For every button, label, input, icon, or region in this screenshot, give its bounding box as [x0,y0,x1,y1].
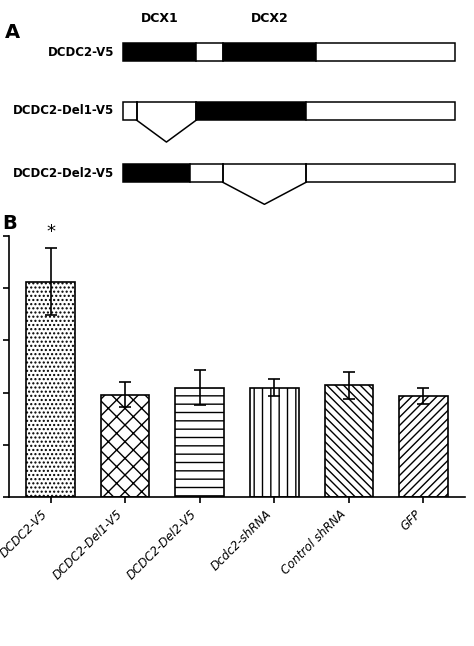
Bar [250,388,299,497]
Bar [101,395,149,497]
Text: *: * [46,223,55,241]
Text: A: A [5,23,20,42]
Bar [306,102,456,120]
Text: DCDC2-Del2-V5: DCDC2-Del2-V5 [13,167,114,180]
Bar [123,43,196,61]
Text: B: B [2,214,17,233]
Bar [196,43,223,61]
Bar [123,164,190,182]
Text: DCDC2-V5: DCDC2-V5 [48,46,114,59]
Text: DCDC2-Del1-V5: DCDC2-Del1-V5 [13,105,114,118]
Bar [223,43,316,61]
Bar [196,102,306,120]
Bar [26,282,75,497]
Bar [399,396,448,497]
Bar [190,164,223,182]
Bar [175,388,224,497]
Bar [316,43,456,61]
Bar [306,164,456,182]
Text: DCX1: DCX1 [141,12,179,25]
Bar [123,102,137,120]
Bar [325,386,373,497]
Text: DCX2: DCX2 [251,12,288,25]
